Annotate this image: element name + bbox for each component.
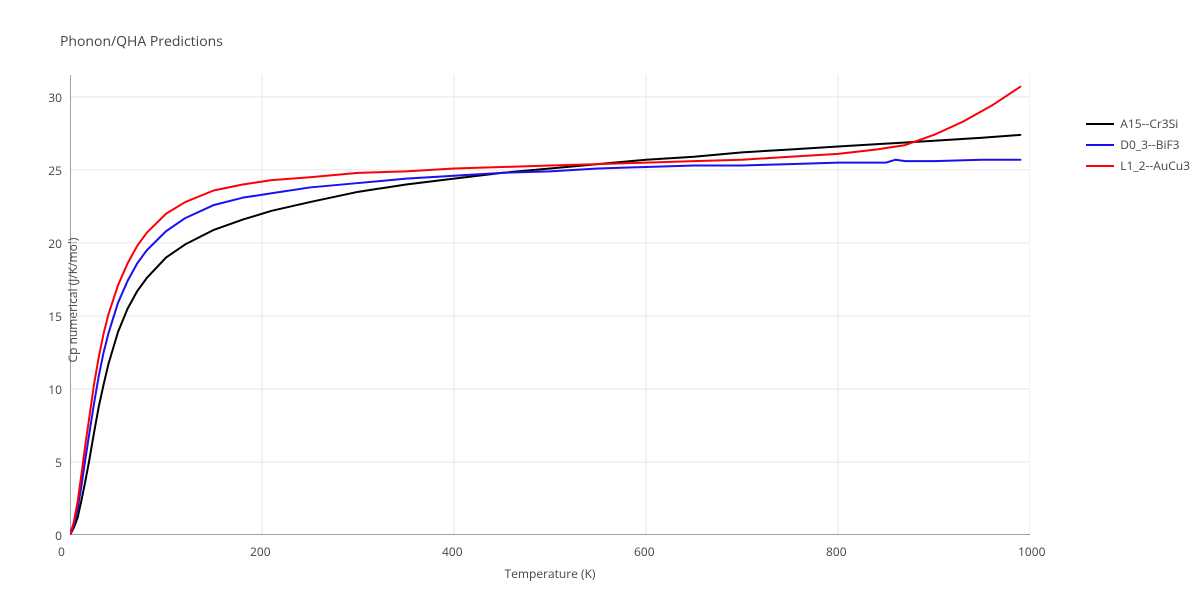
chart-title: Phonon/QHA Predictions [60,32,223,51]
legend-item-0[interactable]: A15--Cr3Si [1086,115,1190,132]
chart-container: Phonon/QHA Predictions Cp numerical (J/K… [0,0,1200,600]
x-tick-label: 0 [58,543,65,560]
series-line-2[interactable] [70,87,1020,535]
y-tick-label: 5 [55,454,62,471]
legend-label: L1_2--AuCu3 [1120,157,1190,174]
y-tick-label: 20 [48,235,62,252]
plot-area[interactable] [70,75,1030,535]
legend-label: A15--Cr3Si [1120,115,1178,132]
legend-item-2[interactable]: L1_2--AuCu3 [1086,157,1190,174]
y-tick-label: 10 [48,381,62,398]
x-tick-label: 1000 [1018,543,1045,560]
series-line-1[interactable] [70,160,1020,535]
y-tick-label: 15 [48,308,62,325]
x-tick-label: 800 [826,543,847,560]
legend-swatch-icon [1086,123,1114,125]
x-tick-label: 400 [442,543,463,560]
x-axis-label: Temperature (K) [505,565,596,582]
legend-swatch-icon [1086,165,1114,167]
x-tick-label: 600 [634,543,655,560]
series-line-0[interactable] [70,135,1020,535]
legend-swatch-icon [1086,144,1114,146]
y-tick-label: 30 [48,89,62,106]
legend-label: D0_3--BiF3 [1120,136,1179,153]
legend: A15--Cr3Si D0_3--BiF3 L1_2--AuCu3 [1086,115,1190,178]
y-tick-label: 0 [55,527,62,544]
legend-item-1[interactable]: D0_3--BiF3 [1086,136,1190,153]
y-tick-label: 25 [48,162,62,179]
x-tick-label: 200 [250,543,271,560]
